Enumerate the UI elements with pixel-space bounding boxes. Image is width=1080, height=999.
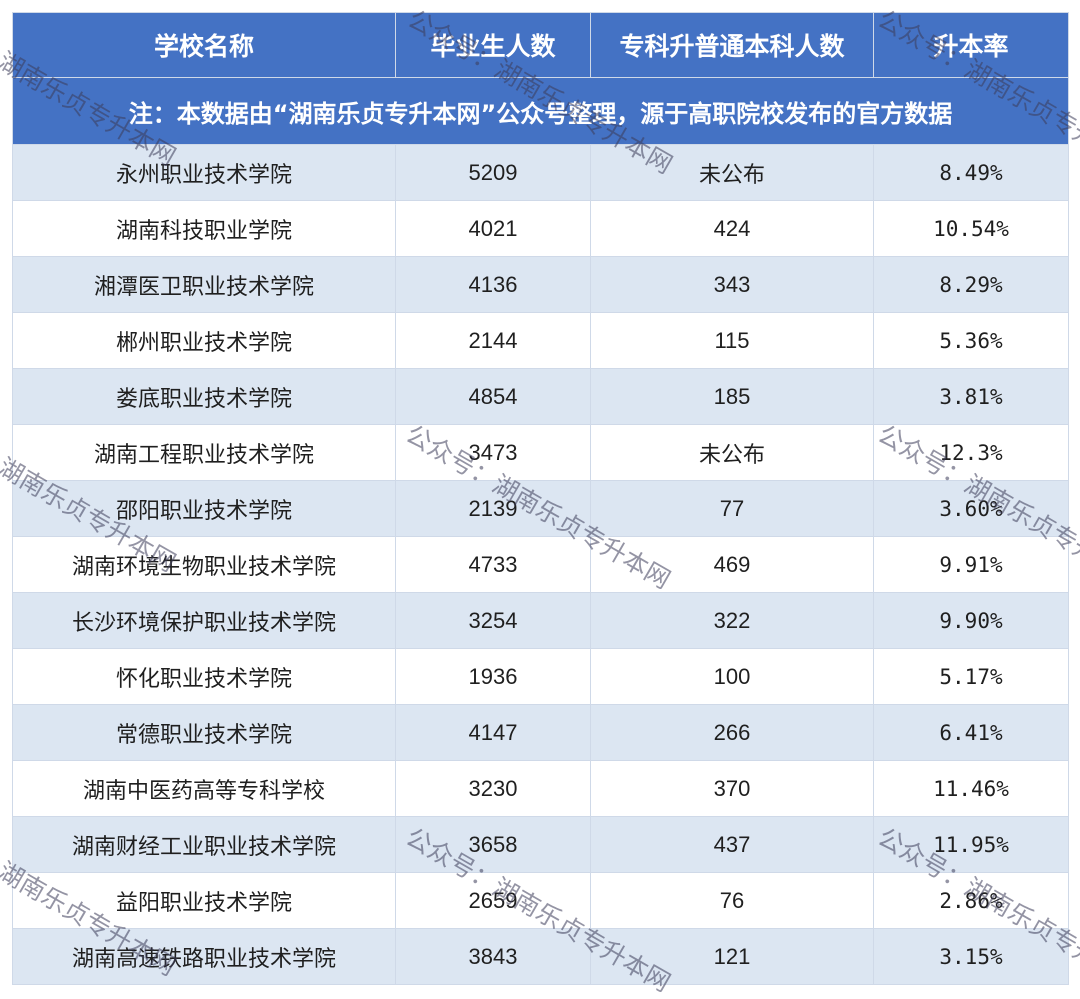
- cell-school-name: 湖南中医药高等专科学校: [12, 760, 396, 817]
- cell-school-name: 怀化职业技术学院: [12, 648, 396, 705]
- cell-upgraded: 370: [590, 760, 874, 817]
- cell-rate: 8.49%: [873, 144, 1069, 201]
- table-row: 永州职业技术学院 5209 未公布 8.49%: [12, 144, 1069, 201]
- cell-upgraded: 100: [590, 648, 874, 705]
- cell-rate: 6.41%: [873, 704, 1069, 761]
- table-body: 永州职业技术学院 5209 未公布 8.49% 湖南科技职业学院 4021 424 10.54…: [12, 144, 1069, 985]
- cell-upgraded: 469: [590, 536, 874, 593]
- cell-school-name: 常德职业技术学院: [12, 704, 396, 761]
- cell-rate: 5.17%: [873, 648, 1069, 705]
- cell-school-name: 益阳职业技术学院: [12, 872, 396, 929]
- cell-graduates: 3254: [395, 592, 591, 649]
- cell-upgraded: 322: [590, 592, 874, 649]
- cell-upgraded: 185: [590, 368, 874, 425]
- table-row: 益阳职业技术学院 2659 76 2.86%: [12, 872, 1069, 929]
- table-row: 湖南财经工业职业技术学院 3658 437 11.95%: [12, 816, 1069, 873]
- cell-school-name: 湖南高速铁路职业技术学院: [12, 928, 396, 985]
- cell-rate: 12.3%: [873, 424, 1069, 481]
- note-text: 注：本数据由“湖南乐贞专升本网”公众号整理，源于高职院校发布的官方数据: [12, 77, 1069, 145]
- table-row: 怀化职业技术学院 1936 100 5.17%: [12, 648, 1069, 705]
- header-rate: 升本率: [873, 12, 1069, 78]
- cell-rate: 10.54%: [873, 200, 1069, 257]
- cell-graduates: 3230: [395, 760, 591, 817]
- cell-upgraded: 未公布: [590, 144, 874, 201]
- cell-rate: 11.46%: [873, 760, 1069, 817]
- cell-graduates: 4147: [395, 704, 591, 761]
- cell-school-name: 娄底职业技术学院: [12, 368, 396, 425]
- cell-upgraded: 76: [590, 872, 874, 929]
- cell-school-name: 郴州职业技术学院: [12, 312, 396, 369]
- cell-upgraded: 437: [590, 816, 874, 873]
- table-row: 郴州职业技术学院 2144 115 5.36%: [12, 312, 1069, 369]
- cell-school-name: 湖南科技职业学院: [12, 200, 396, 257]
- table-row: 湖南工程职业技术学院 3473 未公布 12.3%: [12, 424, 1069, 481]
- cell-rate: 9.90%: [873, 592, 1069, 649]
- table-row: 邵阳职业技术学院 2139 77 3.60%: [12, 480, 1069, 537]
- cell-school-name: 湖南财经工业职业技术学院: [12, 816, 396, 873]
- cell-upgraded: 77: [590, 480, 874, 537]
- cell-school-name: 湖南环境生物职业技术学院: [12, 536, 396, 593]
- table-row: 湖南高速铁路职业技术学院 3843 121 3.15%: [12, 928, 1069, 985]
- cell-graduates: 4733: [395, 536, 591, 593]
- cell-school-name: 湘潭医卫职业技术学院: [12, 256, 396, 313]
- cell-school-name: 长沙环境保护职业技术学院: [12, 592, 396, 649]
- cell-graduates: 2139: [395, 480, 591, 537]
- cell-graduates: 5209: [395, 144, 591, 201]
- cell-graduates: 3843: [395, 928, 591, 985]
- cell-graduates: 3473: [395, 424, 591, 481]
- table-row: 湘潭医卫职业技术学院 4136 343 8.29%: [12, 256, 1069, 313]
- cell-upgraded: 424: [590, 200, 874, 257]
- cell-graduates: 1936: [395, 648, 591, 705]
- cell-graduates: 4136: [395, 256, 591, 313]
- cell-upgraded: 266: [590, 704, 874, 761]
- header-upgraded: 专科升普通本科人数: [590, 12, 874, 78]
- table-row: 娄底职业技术学院 4854 185 3.81%: [12, 368, 1069, 425]
- cell-upgraded: 343: [590, 256, 874, 313]
- header-graduates: 毕业生人数: [395, 12, 591, 78]
- cell-school-name: 永州职业技术学院: [12, 144, 396, 201]
- table-row: 湖南科技职业学院 4021 424 10.54%: [12, 200, 1069, 257]
- cell-rate: 3.15%: [873, 928, 1069, 985]
- header-row: 学校名称 毕业生人数 专科升普通本科人数 升本率: [12, 12, 1069, 78]
- cell-rate: 9.91%: [873, 536, 1069, 593]
- cell-rate: 2.86%: [873, 872, 1069, 929]
- cell-rate: 11.95%: [873, 816, 1069, 873]
- cell-graduates: 2659: [395, 872, 591, 929]
- cell-rate: 8.29%: [873, 256, 1069, 313]
- cell-rate: 3.81%: [873, 368, 1069, 425]
- cell-upgraded: 未公布: [590, 424, 874, 481]
- cell-graduates: 4854: [395, 368, 591, 425]
- cell-rate: 3.60%: [873, 480, 1069, 537]
- table-row: 湖南中医药高等专科学校 3230 370 11.46%: [12, 760, 1069, 817]
- table-row: 常德职业技术学院 4147 266 6.41%: [12, 704, 1069, 761]
- cell-school-name: 邵阳职业技术学院: [12, 480, 396, 537]
- cell-rate: 5.36%: [873, 312, 1069, 369]
- cell-school-name: 湖南工程职业技术学院: [12, 424, 396, 481]
- table-row: 长沙环境保护职业技术学院 3254 322 9.90%: [12, 592, 1069, 649]
- cell-graduates: 3658: [395, 816, 591, 873]
- table-row: 湖南环境生物职业技术学院 4733 469 9.91%: [12, 536, 1069, 593]
- cell-graduates: 2144: [395, 312, 591, 369]
- header-school-name: 学校名称: [12, 12, 396, 78]
- data-table: 学校名称 毕业生人数 专科升普通本科人数 升本率 注：本数据由“湖南乐贞专升本网…: [12, 12, 1069, 985]
- cell-upgraded: 115: [590, 312, 874, 369]
- cell-graduates: 4021: [395, 200, 591, 257]
- cell-upgraded: 121: [590, 928, 874, 985]
- note-row: 注：本数据由“湖南乐贞专升本网”公众号整理，源于高职院校发布的官方数据: [12, 77, 1069, 145]
